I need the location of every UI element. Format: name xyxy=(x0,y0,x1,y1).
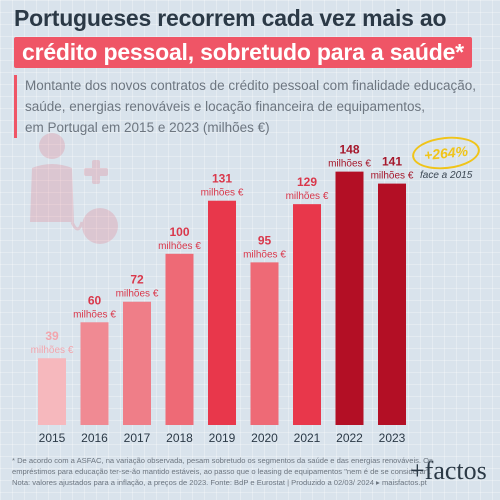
unit-label-2021: milhões € xyxy=(286,191,329,202)
value-label-2015: 39 xyxy=(45,329,59,343)
value-label-2019: 131 xyxy=(212,172,232,186)
unit-label-2018: milhões € xyxy=(158,241,201,252)
unit-label-2016: milhões € xyxy=(73,309,116,320)
bar-2022 xyxy=(335,171,364,425)
bar-2019 xyxy=(208,200,236,425)
value-label-2018: 100 xyxy=(169,225,189,239)
bar-2016 xyxy=(80,322,109,425)
subtitle-line: em Portugal em 2015 e 2023 (milhões €) xyxy=(25,120,270,135)
unit-label-2020: milhões € xyxy=(243,249,286,260)
bar-2020 xyxy=(250,262,279,425)
unit-label-2022: milhões € xyxy=(328,159,371,170)
footnote-line: Nota: valores ajustados para a inflação,… xyxy=(12,478,427,487)
title-line-1: Portugueses recorrem cada vez mais ao xyxy=(14,5,447,31)
value-label-2022: 148 xyxy=(339,143,359,157)
bar-2018 xyxy=(165,253,194,425)
growth-badge-note: face a 2015 xyxy=(420,170,473,181)
brand-logo: +factos xyxy=(410,456,487,485)
footnote-line: * De acordo com a ASFAC, na variação obs… xyxy=(12,456,433,465)
value-label-2016: 60 xyxy=(88,293,102,307)
subtitle-line: Montante dos novos contratos de crédito … xyxy=(25,78,477,93)
x-tick-2023: 2023 xyxy=(379,431,406,445)
footnote: * De acordo com a ASFAC, na variação obs… xyxy=(12,455,433,488)
value-label-2017: 72 xyxy=(130,273,144,287)
x-tick-2016: 2016 xyxy=(81,431,108,445)
x-tick-2017: 2017 xyxy=(124,431,151,445)
value-label-2020: 95 xyxy=(258,233,272,247)
bar-2023 xyxy=(378,183,406,425)
bar-2015 xyxy=(38,358,66,425)
x-tick-2022: 2022 xyxy=(336,431,363,445)
unit-label-2019: milhões € xyxy=(201,188,244,199)
subtitle-line: saúde, energias renováveis e locação fin… xyxy=(25,99,426,114)
x-tick-2015: 2015 xyxy=(39,431,66,445)
x-tick-2018: 2018 xyxy=(166,431,193,445)
person-health-euro-icon xyxy=(30,133,118,244)
bar-2021 xyxy=(293,204,321,425)
unit-label-2017: milhões € xyxy=(116,289,159,300)
title-line-2-highlight: crédito pessoal, sobretudo para a saúde* xyxy=(14,37,472,68)
footnote-line: empréstimos para educação ter-se-ão mant… xyxy=(12,467,432,476)
unit-label-2023: milhões € xyxy=(371,171,414,182)
x-tick-2019: 2019 xyxy=(209,431,236,445)
unit-label-2015: milhões € xyxy=(31,345,74,356)
x-tick-2020: 2020 xyxy=(251,431,278,445)
bar-2017 xyxy=(123,301,151,425)
subtitle: Montante dos novos contratos de crédito … xyxy=(14,75,477,138)
x-tick-2021: 2021 xyxy=(294,431,321,445)
value-label-2023: 141 xyxy=(382,155,402,169)
value-label-2021: 129 xyxy=(297,175,317,189)
